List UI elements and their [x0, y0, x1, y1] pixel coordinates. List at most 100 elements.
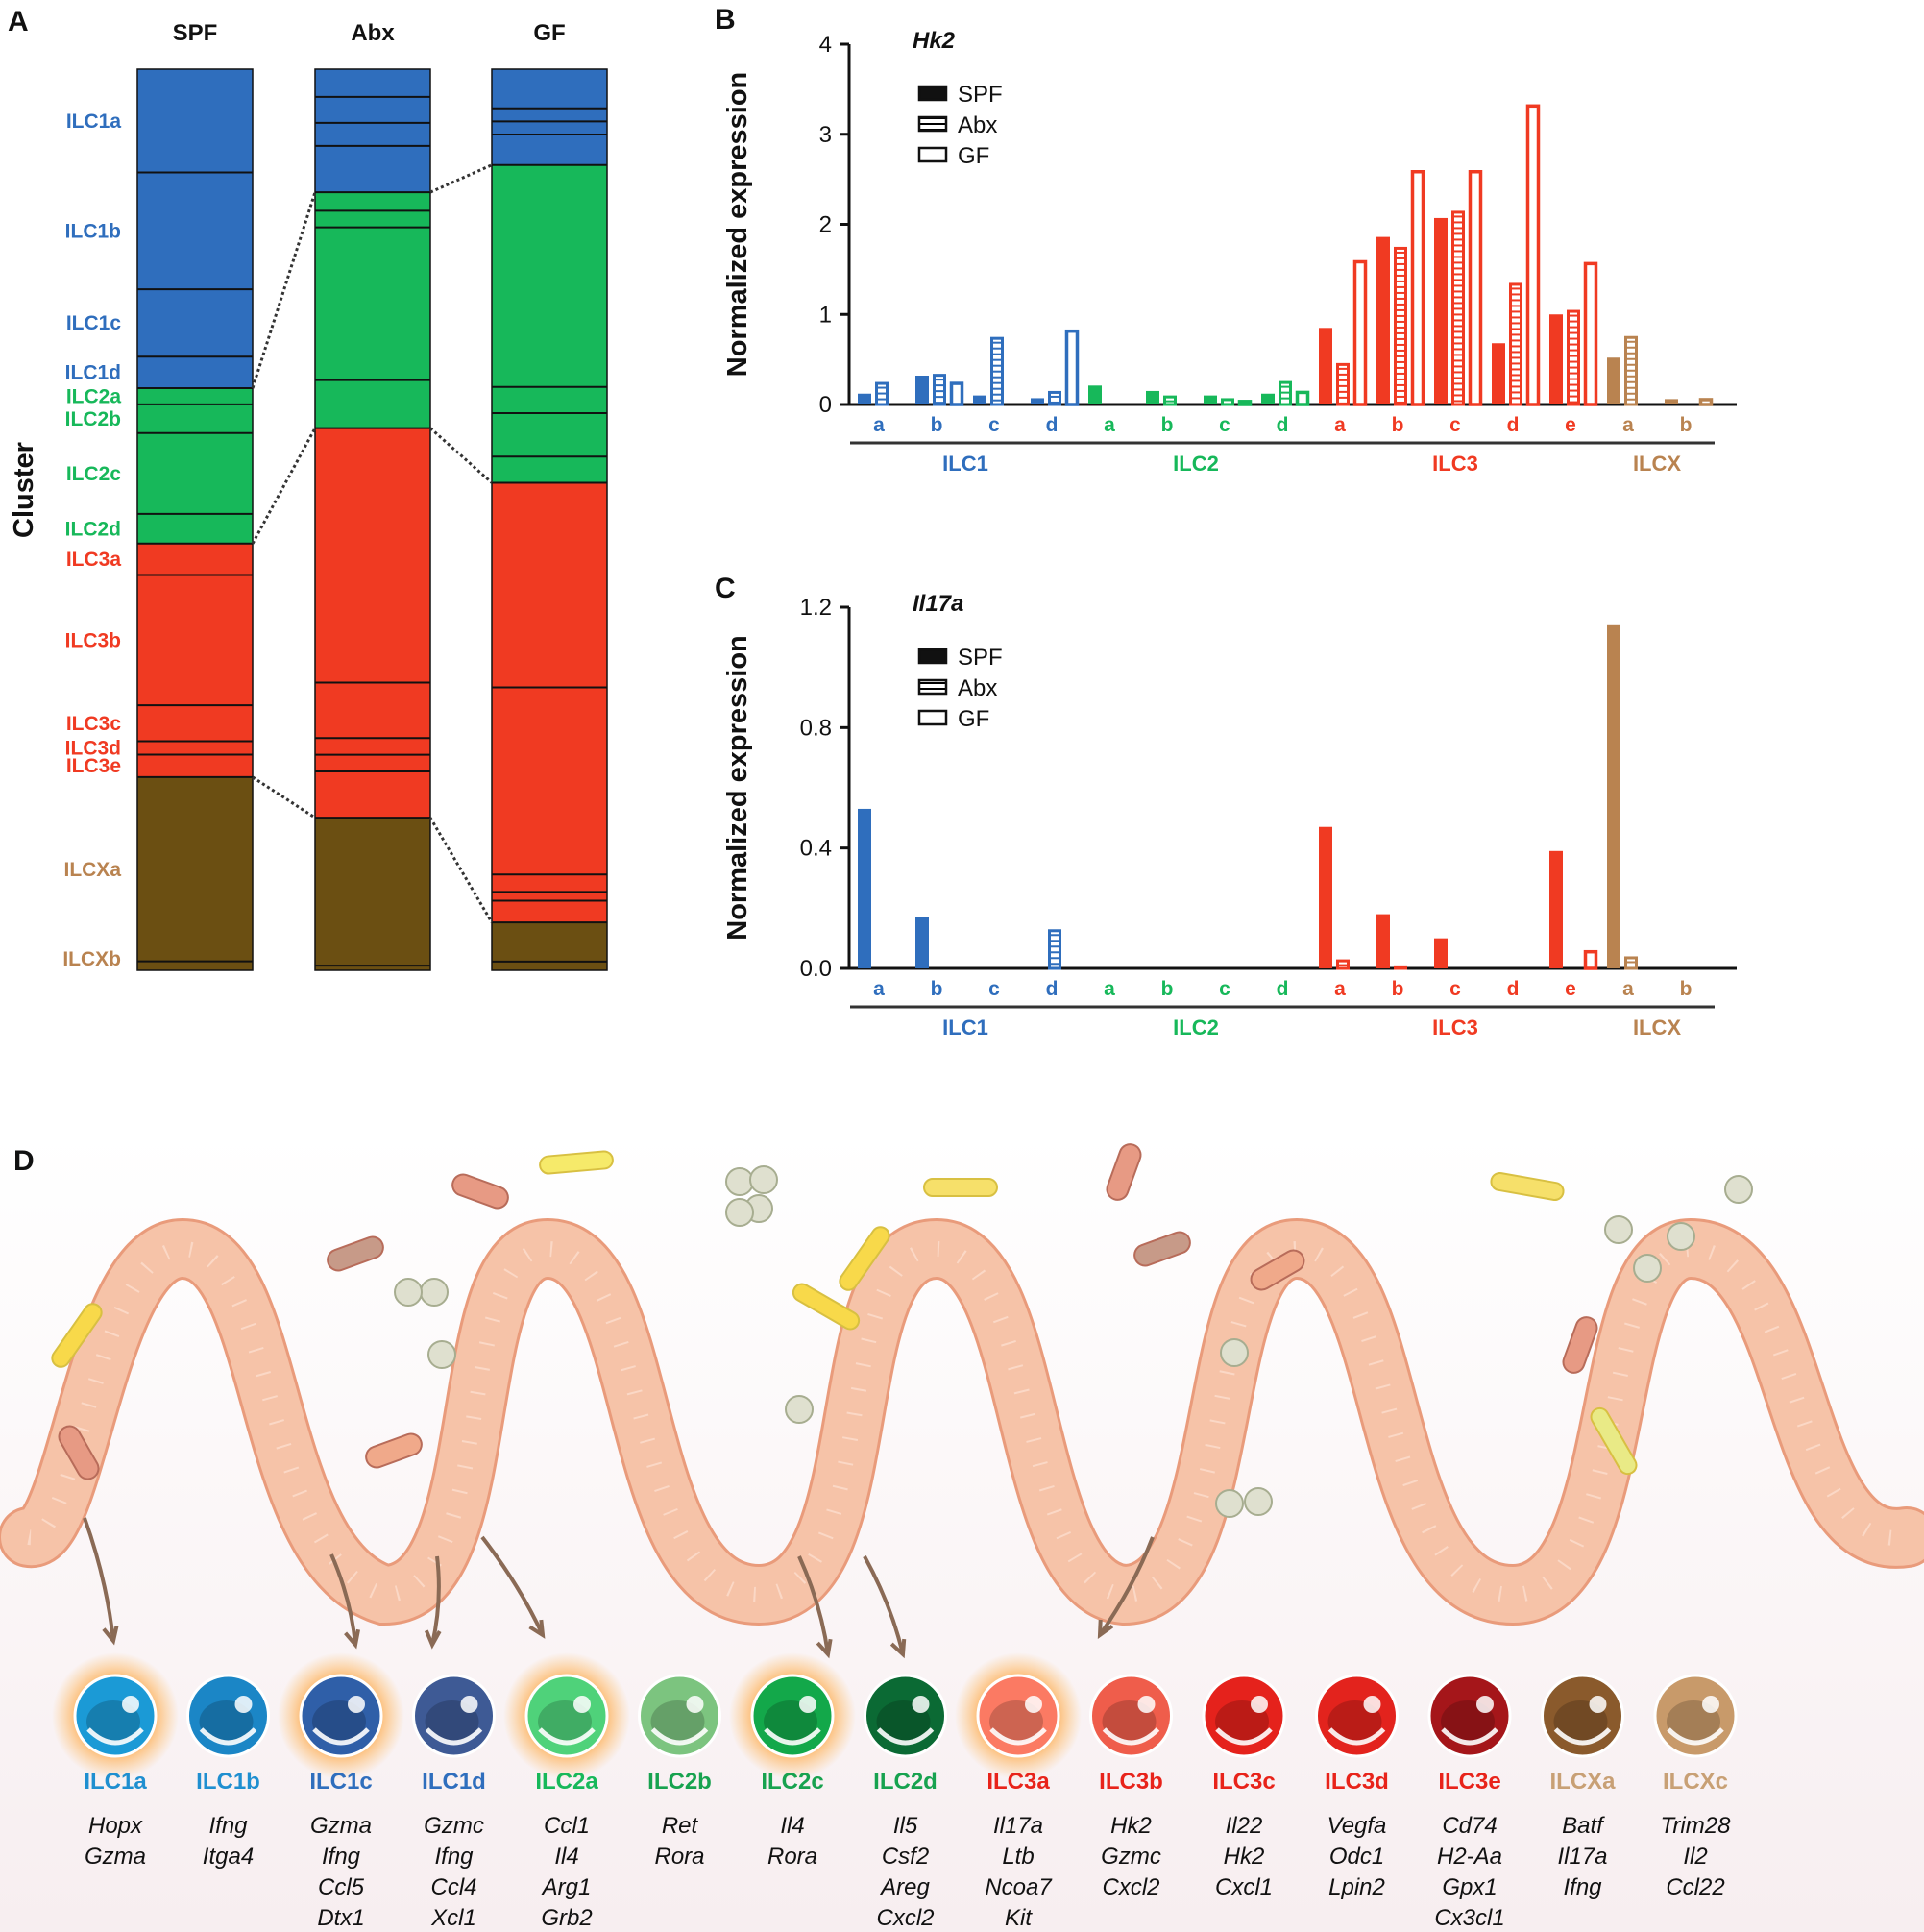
bar-ilc2c-gf: [1237, 400, 1253, 406]
panel-letter-c: C: [715, 573, 736, 604]
marker-ilc3a-kit: Kit: [1005, 1905, 1033, 1931]
marker-ilcxa-ifng: Ifng: [1563, 1874, 1602, 1900]
coccus: [1724, 1175, 1753, 1204]
sub-label-ilc2c: c: [1219, 414, 1230, 436]
group-label-ilcx: ILCX: [1633, 452, 1681, 476]
bar-ilc3b-gf: [1410, 170, 1425, 406]
segment-abx-ilc3a: [315, 428, 430, 683]
cell-name-ilc2c: ILC2c: [761, 1769, 823, 1795]
marker-ilc3e-cd74: Cd74: [1442, 1813, 1497, 1839]
marker-ilc3e-gpx1: Gpx1: [1442, 1874, 1497, 1900]
sub-label-ilc1a: a: [873, 978, 885, 1000]
flagellated-bacterium: [365, 1432, 423, 1469]
sub-label-ilc1c: c: [988, 978, 1000, 1000]
segment-gf-ilcxb: [492, 961, 607, 970]
sub-label-ilcxb: b: [1680, 978, 1693, 1000]
sub-label-ilc3a: a: [1334, 978, 1346, 1000]
segment-abx-ilc2d: [315, 379, 430, 428]
marker-ilc3a-il17a: Il17a: [993, 1813, 1043, 1839]
arrow-head: [1097, 1619, 1114, 1640]
bar-ilc3a-abx: [1336, 362, 1350, 406]
bar-ilc1d-gf: [1064, 329, 1080, 406]
segment-gf-ilc1b: [492, 108, 607, 122]
sub-label-ilc2a: a: [1104, 414, 1115, 436]
cell-shine-ilc1c: [312, 1727, 370, 1746]
sub-label-ilc3a: a: [1334, 414, 1346, 436]
segment-abx-ilc2a: [315, 192, 430, 211]
bar-ilc3e-spf: [1549, 850, 1563, 968]
arrow-shaft: [329, 1553, 357, 1646]
coccus: [725, 1198, 754, 1227]
marker-ilc1c-ifng: Ifng: [322, 1844, 361, 1870]
legend-swatch-spf: [917, 85, 948, 102]
bar-ilc3e-abx: [1567, 309, 1580, 406]
segment-gf-ilcxa: [492, 922, 607, 962]
marker-ilc1d-gzmc: Gzmc: [424, 1813, 484, 1839]
marker-ilc3c-cxcl1: Cxcl1: [1215, 1874, 1273, 1900]
bar-ilc2b-spf: [1146, 390, 1159, 404]
marker-ilc3a-ltb: Ltb: [1002, 1844, 1034, 1870]
cell-shine-ilc1d: [425, 1727, 483, 1746]
coccus: [1667, 1222, 1695, 1251]
intestinal-epithelium: [0, 1217, 1924, 1626]
legend-label-abx: Abx: [958, 675, 997, 701]
sub-label-ilcxa: a: [1622, 414, 1634, 436]
group-label-ilc2: ILC2: [1173, 452, 1219, 476]
segment-abx-ilc2b: [315, 210, 430, 228]
legend-label-gf: GF: [958, 143, 989, 169]
group-connector: [429, 163, 493, 194]
cell-name-ilc1b: ILC1b: [196, 1769, 260, 1795]
cell-highlight-ilcxa: [1589, 1696, 1607, 1713]
marker-ilc1c-dtx1: Dtx1: [317, 1905, 364, 1931]
sub-label-ilc3c: c: [1449, 978, 1461, 1000]
segment-gf-ilc1a: [492, 69, 607, 109]
group-label-ilcx: ILCX: [1633, 1015, 1681, 1039]
marker-ilc2c-il4: Il4: [780, 1813, 804, 1839]
bar-ilc1b-abx: [933, 374, 946, 406]
coccus: [1215, 1489, 1244, 1518]
segment-spf-ilc2a: [137, 387, 253, 404]
y-tick-label: 1: [819, 302, 832, 328]
group-connector: [428, 817, 494, 923]
cell-highlight-ilc1d: [460, 1696, 478, 1713]
panel-letter-a: A: [8, 6, 29, 37]
arrow-shaft: [83, 1517, 115, 1642]
bar-ilc1c-spf: [973, 395, 986, 404]
cluster-label-ilc1c: ILC1c: [66, 312, 122, 334]
panel-letter-d: D: [13, 1145, 35, 1177]
cell-highlight-ilc2b: [686, 1696, 704, 1713]
panel-d: D ILC1a Hopx Gzma ILC1b Ifng Itga4 ILC1c Gzma If…: [0, 1134, 1924, 1932]
group-connector: [251, 427, 317, 545]
legend-swatch-gf: [917, 146, 948, 163]
rod-bacterium: [1490, 1171, 1565, 1202]
segment-spf-ilcxa: [137, 776, 253, 962]
sub-label-ilc1a: a: [873, 414, 885, 436]
marker-ilc3b-hk2: Hk2: [1110, 1813, 1152, 1839]
arrow-shaft: [1098, 1536, 1155, 1637]
cell-highlight-ilc3e: [1476, 1696, 1494, 1713]
sub-label-ilc3e: e: [1565, 978, 1576, 1000]
bar-ilcxb-spf: [1665, 399, 1678, 404]
cell-name-ilc3b: ILC3b: [1099, 1769, 1163, 1795]
sub-label-ilc1c: c: [988, 414, 1000, 436]
segment-abx-ilc3b: [315, 682, 430, 739]
flagellated-bacterium: [1250, 1249, 1305, 1291]
segment-abx-ilc1b: [315, 96, 430, 123]
cell-name-ilcxc: ILCXc: [1663, 1769, 1728, 1795]
y-tick-label: 0: [819, 392, 832, 418]
sub-label-ilc3b: b: [1392, 414, 1404, 436]
group-label-ilc1: ILC1: [942, 1015, 988, 1039]
cell-name-ilc1d: ILC1d: [422, 1769, 486, 1795]
cell-shine-ilc2b: [650, 1727, 709, 1746]
marker-ilc2d-il5: Il5: [893, 1813, 918, 1839]
segment-gf-ilc3b: [492, 687, 607, 875]
segment-spf-ilc3a: [137, 543, 253, 575]
coccus: [725, 1167, 754, 1196]
sub-label-ilcxa: a: [1622, 978, 1634, 1000]
y-tick-label: 0.0: [800, 956, 832, 982]
legend-label-spf: SPF: [958, 645, 1003, 671]
marker-ilc3d-odc1: Odc1: [1329, 1844, 1384, 1870]
marker-ilcxa-batf: Batf: [1562, 1813, 1605, 1839]
